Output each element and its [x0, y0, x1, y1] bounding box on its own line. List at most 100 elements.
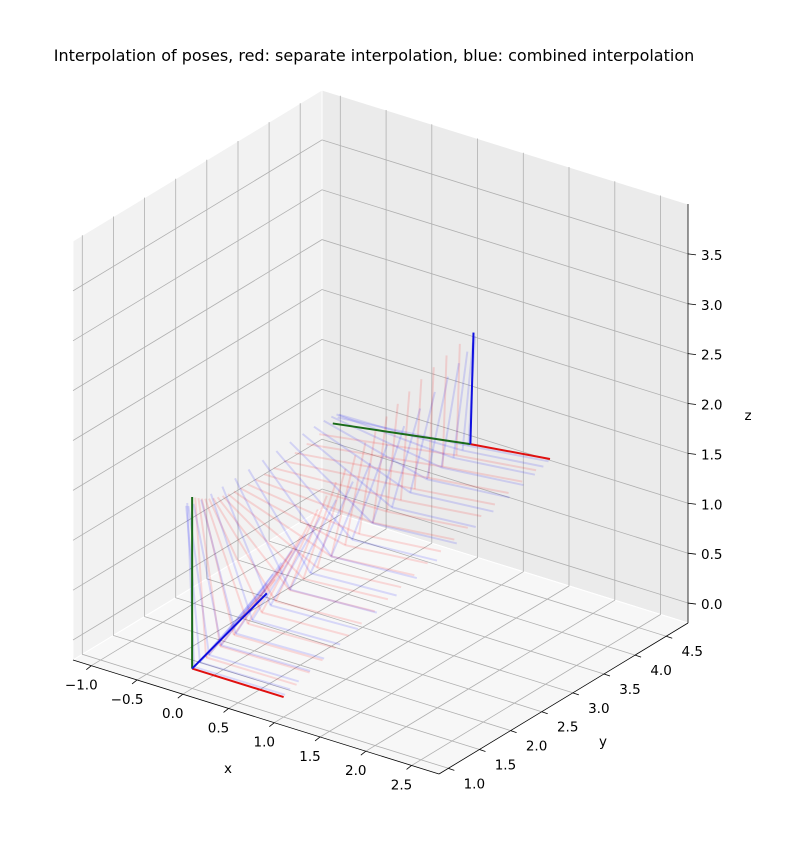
interpolated-blue-segment: [269, 516, 322, 606]
interpolated-blue-segment: [410, 491, 494, 513]
interpolated-red-segment: [330, 455, 357, 557]
interpolated-blue-segment: [313, 425, 411, 494]
y-tick-label: 2.5: [557, 720, 578, 736]
interpolated-red-segment: [216, 496, 291, 591]
interpolated-red-segment: [194, 497, 208, 658]
interpolated-red-segment: [247, 622, 336, 649]
y-tick-mark: [479, 749, 486, 752]
interpolated-blue-segment: [372, 522, 458, 545]
interpolated-blue-segment: [247, 468, 312, 574]
interpolated-blue-segment: [289, 588, 378, 614]
interpolated-red-segment: [205, 656, 297, 686]
y-tick-mark: [572, 692, 579, 696]
interpolated-red-segment: [386, 510, 469, 529]
interpolated-red-segment: [212, 497, 277, 602]
interpolated-red-segment: [400, 499, 482, 518]
interpolated-red-segment: [219, 645, 310, 674]
interpolated-blue-segment: [461, 342, 474, 451]
interpolated-blue-segment: [210, 493, 254, 621]
grid-line-x: [91, 95, 341, 667]
interpolated-blue-segment: [235, 632, 325, 660]
y-axis-line: [438, 622, 689, 775]
interpolated-red-segment: [219, 564, 285, 647]
interpolated-red-segment: [414, 488, 496, 506]
x-tick-mark: [223, 708, 229, 713]
interpolated-red-segment: [302, 481, 338, 580]
x-tick-label: 1.0: [254, 735, 275, 751]
grid-line-x: [136, 110, 387, 681]
grid-line-y: [113, 216, 480, 750]
interpolated-blue-segment: [200, 499, 237, 634]
interpolated-blue-segment: [234, 477, 291, 591]
interpolated-red-segment: [288, 495, 328, 591]
interpolated-blue-segment: [425, 376, 449, 480]
x-axis-label: x: [224, 761, 232, 777]
z-tick-label: 3.5: [701, 248, 722, 264]
x-tick-label: 2.0: [345, 763, 366, 779]
z-tick-mark: [687, 502, 697, 505]
interpolated-red-segment: [303, 577, 389, 601]
grid-line-z: [72, 139, 689, 292]
start-pose-z-axis: [191, 592, 268, 670]
end-pose-y-axis: [332, 422, 471, 446]
interpolated-red-segment: [317, 566, 402, 589]
z-tick-mark: [687, 303, 697, 306]
z-tick-label: 3.0: [701, 298, 722, 314]
interpolated-red-segment: [204, 498, 249, 625]
interpolated-red-segment: [456, 454, 537, 472]
grid-line-x: [228, 138, 479, 709]
y-tick-mark: [666, 635, 673, 639]
interpolated-red-segment: [255, 478, 374, 524]
y-tick-mark: [510, 730, 517, 733]
interpolated-blue-segment: [275, 450, 353, 541]
interpolated-blue-segment: [310, 572, 397, 597]
interpolated-red-segment: [306, 443, 443, 468]
interpolated-red-segment: [442, 465, 523, 483]
interpolated-blue-segment: [323, 419, 428, 481]
grid-line-y: [206, 159, 573, 694]
interpolated-blue-segment: [351, 444, 389, 540]
z-tick-mark: [687, 253, 697, 256]
y-tick-mark: [634, 654, 642, 658]
interpolated-blue-segment: [391, 408, 422, 508]
x-tick-label: 0.0: [162, 706, 183, 722]
z-tick-label: 0.0: [701, 597, 722, 613]
interpolated-blue-segment: [208, 653, 300, 683]
interpolated-red-segment: [227, 493, 318, 569]
x-tick-label: 2.5: [391, 777, 412, 793]
x-tick-label: −1.0: [65, 678, 98, 694]
z-tick-label: 1.0: [701, 497, 722, 513]
interpolated-blue-segment: [336, 413, 454, 459]
interpolated-red-segment: [275, 600, 362, 625]
interpolated-red-segment: [372, 521, 455, 541]
interpolated-red-segment: [385, 403, 399, 512]
interpolated-blue-segment: [468, 444, 549, 463]
interpolated-blue-segment: [289, 441, 374, 524]
interpolated-red-segment: [260, 522, 310, 613]
pose-group: [191, 332, 551, 699]
interpolated-red-segment: [399, 391, 411, 501]
interpolated-red-segment: [441, 355, 448, 467]
y-tick-label: 1.5: [495, 757, 516, 773]
grid-line-z: [72, 488, 689, 641]
y-axis-label: y: [599, 734, 607, 750]
grid-line-z: [72, 388, 689, 541]
chart-title: Interpolation of poses, red: separate in…: [54, 46, 695, 65]
interpolated-blue-segment: [251, 533, 307, 621]
interpolated-red-segment: [344, 544, 428, 565]
interpolated-blue-segment: [331, 555, 418, 580]
interpolated-blue-segment: [351, 538, 438, 562]
grid-line-y: [237, 141, 605, 675]
interpolated-blue-segment: [220, 644, 311, 672]
y-tick-mark: [603, 673, 611, 677]
interpolated-blue-segment: [453, 456, 536, 476]
interpolated-red-segment: [358, 532, 442, 553]
interpolated-blue-segment: [251, 619, 341, 646]
grid-line-x: [365, 181, 616, 752]
z-tick-mark: [687, 453, 697, 455]
interpolated-red-segment: [289, 589, 376, 613]
grid-line-x: [319, 167, 570, 738]
y-tick-label: 1.0: [464, 776, 485, 792]
interpolated-red-segment: [331, 555, 415, 577]
